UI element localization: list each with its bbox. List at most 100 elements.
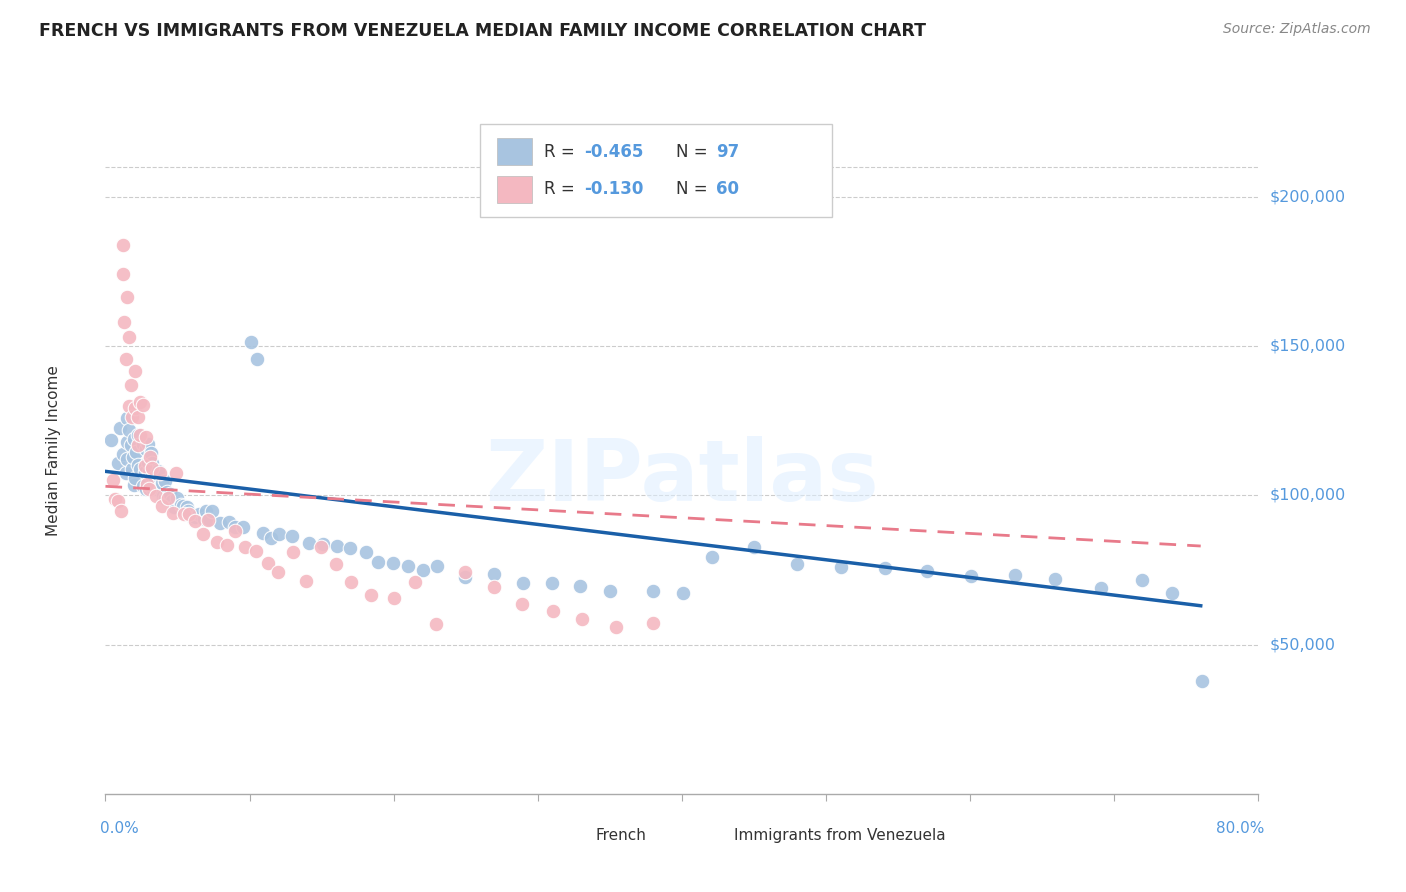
Point xyxy=(201,504,224,518)
Point xyxy=(512,575,534,590)
Point xyxy=(672,586,695,600)
Point xyxy=(960,568,983,582)
Point xyxy=(917,564,939,578)
Point xyxy=(281,529,304,543)
Point xyxy=(100,433,122,447)
Point xyxy=(218,516,240,530)
Point xyxy=(114,315,136,329)
Point xyxy=(104,492,127,507)
Point xyxy=(205,535,228,549)
Point xyxy=(195,504,218,518)
Text: FRENCH VS IMMIGRANTS FROM VENEZUELA MEDIAN FAMILY INCOME CORRELATION CHART: FRENCH VS IMMIGRANTS FROM VENEZUELA MEDI… xyxy=(39,22,927,40)
Point xyxy=(138,482,160,496)
FancyBboxPatch shape xyxy=(479,124,832,217)
Point xyxy=(252,526,274,541)
Point xyxy=(224,519,246,533)
Text: -0.130: -0.130 xyxy=(583,180,644,198)
Point xyxy=(155,491,177,505)
Point xyxy=(108,421,131,435)
Point xyxy=(159,487,181,501)
Point xyxy=(121,409,143,424)
Text: -0.465: -0.465 xyxy=(583,143,644,161)
Point xyxy=(217,538,239,552)
Point xyxy=(115,410,138,425)
Point xyxy=(132,436,155,450)
Point xyxy=(115,351,138,366)
Point xyxy=(382,556,405,570)
Point xyxy=(150,482,173,496)
Point xyxy=(136,455,159,469)
Point xyxy=(873,561,896,575)
Point xyxy=(177,507,200,521)
Text: Immigrants from Venezuela: Immigrants from Venezuela xyxy=(734,828,945,843)
Point xyxy=(599,583,621,598)
Point xyxy=(165,466,187,480)
Point xyxy=(1132,573,1154,587)
Point xyxy=(148,464,170,478)
Point xyxy=(312,536,335,550)
Text: 0.0%: 0.0% xyxy=(100,822,138,837)
Point xyxy=(382,591,405,605)
Point xyxy=(128,395,150,409)
Point xyxy=(145,489,167,503)
Point xyxy=(311,541,333,555)
Point xyxy=(339,541,361,555)
Point xyxy=(111,237,134,252)
Text: 60: 60 xyxy=(717,180,740,198)
Point xyxy=(281,545,304,559)
Point xyxy=(193,526,215,541)
FancyBboxPatch shape xyxy=(498,138,531,165)
Point xyxy=(152,489,174,503)
Point xyxy=(153,475,176,489)
Point xyxy=(412,563,434,577)
Point xyxy=(396,558,419,573)
Point xyxy=(103,473,125,487)
Text: $100,000: $100,000 xyxy=(1270,488,1346,503)
Point xyxy=(141,461,163,475)
Point xyxy=(118,424,141,438)
Point xyxy=(127,458,149,473)
Point xyxy=(129,461,152,475)
FancyBboxPatch shape xyxy=(498,176,531,203)
Text: Median Family Income: Median Family Income xyxy=(46,365,60,536)
Point xyxy=(176,500,198,515)
Point xyxy=(482,567,505,582)
Point xyxy=(122,450,145,464)
Point xyxy=(112,447,135,461)
Point xyxy=(127,428,149,442)
Point xyxy=(166,491,188,506)
Point xyxy=(360,588,382,602)
Point xyxy=(232,520,254,534)
Point xyxy=(163,500,186,514)
Point xyxy=(700,549,723,564)
Point xyxy=(267,527,290,541)
Point xyxy=(1191,673,1213,688)
Point xyxy=(259,532,281,546)
Text: R =: R = xyxy=(544,180,579,198)
Point xyxy=(134,458,156,473)
Point xyxy=(742,540,765,554)
Text: Source: ZipAtlas.com: Source: ZipAtlas.com xyxy=(1223,22,1371,37)
Point xyxy=(129,427,152,442)
Point xyxy=(367,555,389,569)
Point xyxy=(1090,582,1112,596)
Point xyxy=(141,468,163,483)
Point xyxy=(149,466,172,480)
Point xyxy=(173,507,195,521)
Point xyxy=(146,482,169,496)
Point xyxy=(170,499,193,513)
Point xyxy=(482,580,505,594)
Point xyxy=(135,482,157,496)
Point xyxy=(141,456,163,470)
Text: French: French xyxy=(596,828,647,843)
Text: 97: 97 xyxy=(717,143,740,161)
Point xyxy=(117,290,139,304)
Point xyxy=(426,559,449,574)
Point xyxy=(145,467,167,481)
Point xyxy=(134,465,156,479)
Point xyxy=(193,512,215,526)
Point xyxy=(124,471,146,485)
Text: $150,000: $150,000 xyxy=(1270,338,1346,353)
Point xyxy=(1004,568,1026,582)
Point xyxy=(124,364,146,378)
